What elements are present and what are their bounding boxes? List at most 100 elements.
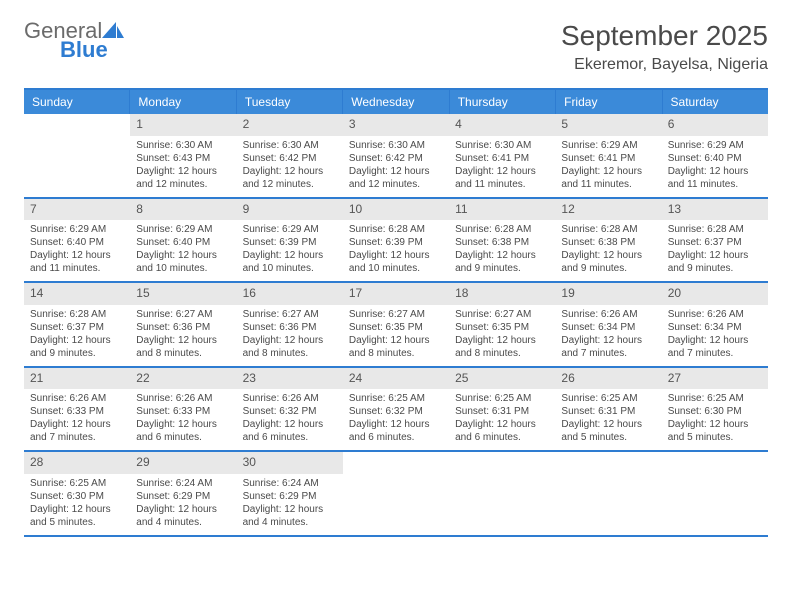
day-daylight: Daylight: 12 hours and 12 minutes. <box>349 165 443 191</box>
day-cell: 16Sunrise: 6:27 AMSunset: 6:36 PMDayligh… <box>237 283 343 366</box>
day-number: 4 <box>449 114 555 136</box>
day-sunset: Sunset: 6:36 PM <box>136 321 230 334</box>
day-body: Sunrise: 6:26 AMSunset: 6:34 PMDaylight:… <box>555 305 661 366</box>
day-number: 13 <box>662 199 768 221</box>
day-cell <box>24 114 130 197</box>
day-body: Sunrise: 6:29 AMSunset: 6:40 PMDaylight:… <box>662 136 768 197</box>
day-number: 3 <box>343 114 449 136</box>
day-cell: 18Sunrise: 6:27 AMSunset: 6:35 PMDayligh… <box>449 283 555 366</box>
day-cell: 20Sunrise: 6:26 AMSunset: 6:34 PMDayligh… <box>662 283 768 366</box>
day-sunset: Sunset: 6:32 PM <box>243 405 337 418</box>
week-row: 28Sunrise: 6:25 AMSunset: 6:30 PMDayligh… <box>24 452 768 537</box>
day-sunrise: Sunrise: 6:29 AM <box>30 223 124 236</box>
day-cell: 10Sunrise: 6:28 AMSunset: 6:39 PMDayligh… <box>343 199 449 282</box>
day-cell: 7Sunrise: 6:29 AMSunset: 6:40 PMDaylight… <box>24 199 130 282</box>
day-sunset: Sunset: 6:38 PM <box>455 236 549 249</box>
day-daylight: Daylight: 12 hours and 6 minutes. <box>349 418 443 444</box>
day-daylight: Daylight: 12 hours and 7 minutes. <box>668 334 762 360</box>
day-body: Sunrise: 6:25 AMSunset: 6:31 PMDaylight:… <box>449 389 555 450</box>
day-daylight: Daylight: 12 hours and 11 minutes. <box>455 165 549 191</box>
day-cell: 28Sunrise: 6:25 AMSunset: 6:30 PMDayligh… <box>24 452 130 535</box>
day-sunset: Sunset: 6:42 PM <box>243 152 337 165</box>
day-cell <box>662 452 768 535</box>
day-number: 6 <box>662 114 768 136</box>
day-daylight: Daylight: 12 hours and 8 minutes. <box>243 334 337 360</box>
day-sunset: Sunset: 6:35 PM <box>455 321 549 334</box>
day-sunrise: Sunrise: 6:26 AM <box>243 392 337 405</box>
day-body: Sunrise: 6:28 AMSunset: 6:39 PMDaylight:… <box>343 220 449 281</box>
day-cell: 15Sunrise: 6:27 AMSunset: 6:36 PMDayligh… <box>130 283 236 366</box>
day-body: Sunrise: 6:26 AMSunset: 6:33 PMDaylight:… <box>130 389 236 450</box>
day-cell <box>343 452 449 535</box>
day-cell: 19Sunrise: 6:26 AMSunset: 6:34 PMDayligh… <box>555 283 661 366</box>
day-sunset: Sunset: 6:33 PM <box>136 405 230 418</box>
day-sunrise: Sunrise: 6:25 AM <box>349 392 443 405</box>
day-daylight: Daylight: 12 hours and 5 minutes. <box>668 418 762 444</box>
day-daylight: Daylight: 12 hours and 8 minutes. <box>349 334 443 360</box>
day-number: 17 <box>343 283 449 305</box>
day-number: 9 <box>237 199 343 221</box>
day-body: Sunrise: 6:30 AMSunset: 6:42 PMDaylight:… <box>237 136 343 197</box>
day-sunset: Sunset: 6:40 PM <box>30 236 124 249</box>
day-sunset: Sunset: 6:37 PM <box>668 236 762 249</box>
day-sunset: Sunset: 6:34 PM <box>561 321 655 334</box>
day-cell: 26Sunrise: 6:25 AMSunset: 6:31 PMDayligh… <box>555 368 661 451</box>
day-body: Sunrise: 6:30 AMSunset: 6:43 PMDaylight:… <box>130 136 236 197</box>
day-body: Sunrise: 6:24 AMSunset: 6:29 PMDaylight:… <box>130 474 236 535</box>
day-sunrise: Sunrise: 6:27 AM <box>243 308 337 321</box>
day-number: 2 <box>237 114 343 136</box>
day-sunset: Sunset: 6:39 PM <box>243 236 337 249</box>
week-row: 21Sunrise: 6:26 AMSunset: 6:33 PMDayligh… <box>24 368 768 453</box>
day-daylight: Daylight: 12 hours and 5 minutes. <box>561 418 655 444</box>
day-sunrise: Sunrise: 6:26 AM <box>30 392 124 405</box>
day-sunrise: Sunrise: 6:30 AM <box>243 139 337 152</box>
day-sunset: Sunset: 6:41 PM <box>455 152 549 165</box>
day-sunrise: Sunrise: 6:29 AM <box>561 139 655 152</box>
day-daylight: Daylight: 12 hours and 5 minutes. <box>30 503 124 529</box>
day-header: Sunday <box>24 90 130 114</box>
day-sunset: Sunset: 6:31 PM <box>561 405 655 418</box>
day-number: 18 <box>449 283 555 305</box>
week-row: 7Sunrise: 6:29 AMSunset: 6:40 PMDaylight… <box>24 199 768 284</box>
day-daylight: Daylight: 12 hours and 12 minutes. <box>136 165 230 191</box>
day-number: 29 <box>130 452 236 474</box>
day-daylight: Daylight: 12 hours and 11 minutes. <box>561 165 655 191</box>
day-header: Wednesday <box>343 90 449 114</box>
day-header: Tuesday <box>237 90 343 114</box>
day-sunset: Sunset: 6:40 PM <box>668 152 762 165</box>
day-cell: 13Sunrise: 6:28 AMSunset: 6:37 PMDayligh… <box>662 199 768 282</box>
day-body: Sunrise: 6:25 AMSunset: 6:30 PMDaylight:… <box>662 389 768 450</box>
day-sunrise: Sunrise: 6:26 AM <box>668 308 762 321</box>
day-cell: 3Sunrise: 6:30 AMSunset: 6:42 PMDaylight… <box>343 114 449 197</box>
day-body: Sunrise: 6:27 AMSunset: 6:35 PMDaylight:… <box>449 305 555 366</box>
day-number: 26 <box>555 368 661 390</box>
week-row: 1Sunrise: 6:30 AMSunset: 6:43 PMDaylight… <box>24 114 768 199</box>
day-sunrise: Sunrise: 6:29 AM <box>136 223 230 236</box>
day-cell: 14Sunrise: 6:28 AMSunset: 6:37 PMDayligh… <box>24 283 130 366</box>
day-body: Sunrise: 6:25 AMSunset: 6:30 PMDaylight:… <box>24 474 130 535</box>
day-body: Sunrise: 6:25 AMSunset: 6:32 PMDaylight:… <box>343 389 449 450</box>
day-daylight: Daylight: 12 hours and 11 minutes. <box>668 165 762 191</box>
day-daylight: Daylight: 12 hours and 6 minutes. <box>136 418 230 444</box>
day-number: 5 <box>555 114 661 136</box>
day-body: Sunrise: 6:25 AMSunset: 6:31 PMDaylight:… <box>555 389 661 450</box>
day-cell <box>449 452 555 535</box>
day-sunrise: Sunrise: 6:25 AM <box>30 477 124 490</box>
day-number: 23 <box>237 368 343 390</box>
day-cell: 8Sunrise: 6:29 AMSunset: 6:40 PMDaylight… <box>130 199 236 282</box>
day-number <box>449 452 555 458</box>
day-daylight: Daylight: 12 hours and 8 minutes. <box>136 334 230 360</box>
day-number: 30 <box>237 452 343 474</box>
day-daylight: Daylight: 12 hours and 4 minutes. <box>136 503 230 529</box>
day-sunset: Sunset: 6:42 PM <box>349 152 443 165</box>
day-cell: 24Sunrise: 6:25 AMSunset: 6:32 PMDayligh… <box>343 368 449 451</box>
day-sunrise: Sunrise: 6:25 AM <box>455 392 549 405</box>
day-header: Monday <box>130 90 236 114</box>
day-body: Sunrise: 6:28 AMSunset: 6:38 PMDaylight:… <box>555 220 661 281</box>
day-sunset: Sunset: 6:37 PM <box>30 321 124 334</box>
day-sunrise: Sunrise: 6:29 AM <box>243 223 337 236</box>
day-header: Saturday <box>663 90 768 114</box>
day-sunrise: Sunrise: 6:27 AM <box>455 308 549 321</box>
day-body: Sunrise: 6:29 AMSunset: 6:40 PMDaylight:… <box>24 220 130 281</box>
day-daylight: Daylight: 12 hours and 4 minutes. <box>243 503 337 529</box>
